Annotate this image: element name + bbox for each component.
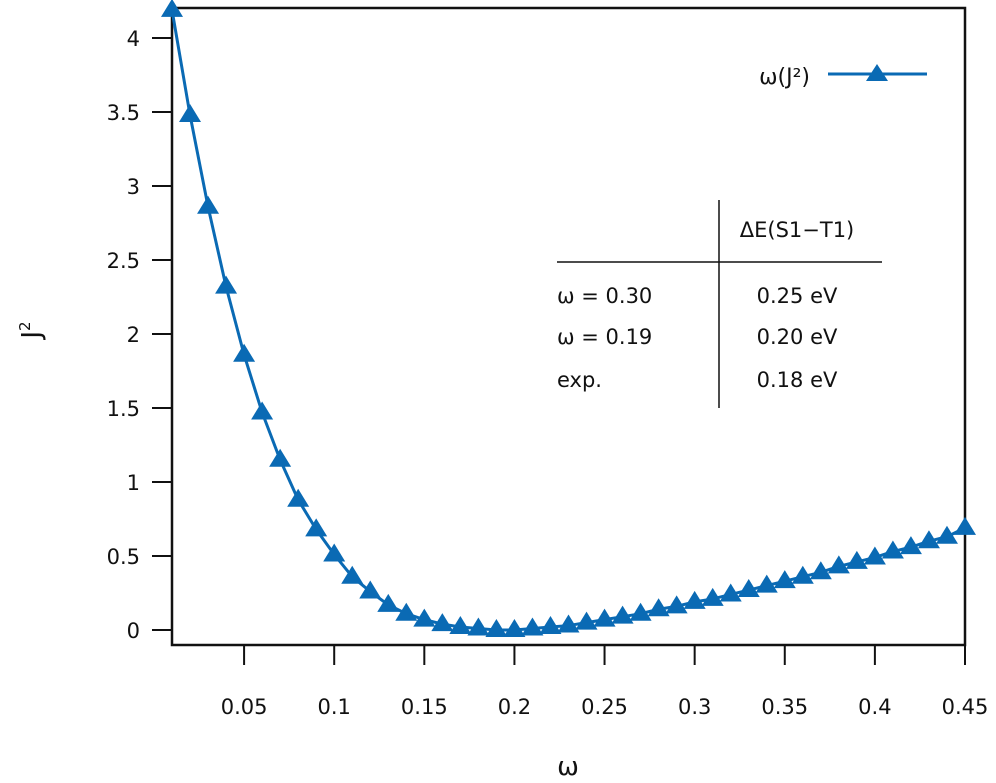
- data-point-marker: [521, 617, 544, 636]
- data-point-marker: [737, 579, 760, 598]
- y-tick-label: 3: [127, 175, 140, 199]
- data-point-marker: [809, 561, 832, 580]
- data-point-marker: [215, 275, 238, 294]
- y-tick-label: 3.5: [107, 101, 140, 125]
- data-point-marker: [954, 516, 976, 535]
- table-row-label: ω = 0.19: [557, 325, 652, 349]
- data-point-marker: [485, 619, 508, 637]
- data-point-marker: [323, 543, 346, 562]
- x-tick-label: 0.4: [858, 695, 891, 719]
- table-row-label: exp.: [557, 368, 602, 392]
- data-point-marker: [251, 401, 274, 420]
- data-point-marker: [431, 613, 454, 632]
- plot-frame: [170, 6, 967, 647]
- y-tick-label: 2: [127, 323, 140, 347]
- data-point-marker: [179, 103, 202, 122]
- data-point-marker: [287, 488, 310, 507]
- series-line: [170, 9, 966, 632]
- data-point-marker: [467, 617, 490, 636]
- data-point-marker: [197, 195, 220, 214]
- data-point-marker: [413, 608, 436, 627]
- table-row-value: 0.18 eV: [757, 368, 838, 392]
- y-tick-label: 0: [127, 619, 140, 643]
- legend: ω(J²): [759, 64, 927, 90]
- y-tick-label: 2.5: [107, 249, 140, 273]
- y-tick-label: 1.5: [107, 397, 140, 421]
- data-point-marker: [269, 448, 292, 467]
- x-tick-label: 0.15: [401, 695, 448, 719]
- x-tick-label: 0.2: [498, 695, 531, 719]
- data-point-marker: [701, 587, 724, 606]
- annotation-table: ΔE(S1−T1) ω = 0.30 0.25 eV ω = 0.19 0.20…: [557, 200, 882, 408]
- data-point-marker: [449, 616, 472, 635]
- data-point-marker: [503, 619, 526, 637]
- data-point-marker: [647, 598, 670, 617]
- y-axis-label: J2: [16, 321, 47, 340]
- data-point-marker: [233, 343, 256, 362]
- data-point-marker: [611, 605, 634, 624]
- x-tick-label: 0.1: [318, 695, 351, 719]
- data-point-marker: [629, 602, 652, 621]
- data-point-marker: [719, 583, 742, 602]
- data-point-marker: [845, 550, 868, 569]
- data-point-marker: [557, 614, 580, 633]
- table-row-label: ω = 0.30: [557, 284, 652, 308]
- legend-label: ω(J²): [759, 65, 810, 90]
- x-tick-label: 0.25: [581, 695, 628, 719]
- data-point-marker: [917, 530, 940, 549]
- x-tick-label: 0.3: [678, 695, 711, 719]
- data-point-marker: [899, 536, 922, 555]
- data-point-marker: [863, 546, 886, 565]
- data-point-marker: [827, 555, 850, 574]
- x-tick-label: 0.45: [942, 695, 989, 719]
- data-point-marker: [773, 570, 796, 589]
- x-tick-label: 0.05: [221, 695, 268, 719]
- data-point-marker: [161, 0, 183, 17]
- data-point-marker: [593, 608, 616, 627]
- data-point-marker: [377, 593, 400, 612]
- data-point-marker: [341, 565, 364, 584]
- table-row-value: 0.25 eV: [757, 284, 838, 308]
- legend-marker: [866, 64, 888, 81]
- y-tick-label: 1: [127, 471, 140, 495]
- data-point-marker: [665, 595, 688, 614]
- data-point-marker: [683, 590, 706, 609]
- data-point-marker: [791, 565, 814, 584]
- data-point-marker: [881, 540, 904, 559]
- y-tick-label: 4: [127, 27, 140, 51]
- y-tick-label: 0.5: [107, 545, 140, 569]
- x-axis-label: ω: [557, 752, 579, 779]
- data-point-marker: [935, 525, 958, 544]
- data-point-marker: [755, 574, 778, 593]
- table-header: ΔE(S1−T1): [740, 218, 855, 242]
- data-point-marker: [539, 616, 562, 635]
- data-point-marker: [395, 602, 418, 621]
- data-point-marker: [305, 518, 328, 537]
- data-point-marker: [575, 611, 598, 630]
- x-tick-label: 0.35: [761, 695, 808, 719]
- table-row-value: 0.20 eV: [757, 325, 838, 349]
- data-point-marker: [359, 580, 382, 599]
